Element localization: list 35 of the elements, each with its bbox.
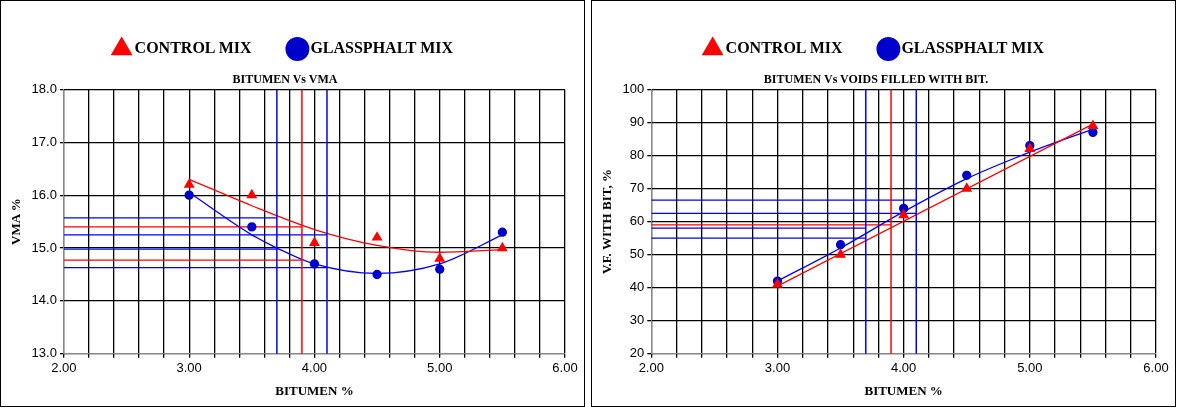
- y-tick-label: 90: [629, 114, 645, 130]
- legend-label: GLASSPHALT MIX: [310, 39, 454, 57]
- y-tick-label: 30: [629, 312, 645, 328]
- x-tick-label: 5.00: [427, 360, 453, 376]
- y-tick-label: 70: [629, 180, 645, 196]
- y-tick-label: 40: [629, 279, 645, 295]
- y-tick-label: 60: [629, 213, 645, 229]
- x-tick-label: 2.00: [638, 360, 664, 376]
- x-axis-title: BITUMEN %: [864, 382, 943, 398]
- x-tick-label: 6.00: [1143, 360, 1169, 376]
- y-tick-label: 18.0: [31, 80, 57, 96]
- chart-title: BITUMEN Vs VMA: [232, 72, 338, 87]
- legend-label: CONTROL MIX: [725, 39, 843, 57]
- y-axis-title: V.F. WITH BIT, %: [599, 169, 615, 275]
- y-tick-label: 15.0: [31, 239, 57, 255]
- x-tick-label: 2.00: [51, 360, 77, 376]
- x-tick-label: 3.00: [176, 360, 202, 376]
- x-tick-label: 5.00: [1017, 360, 1043, 376]
- x-tick-label: 3.00: [764, 360, 791, 376]
- x-axis-title: BITUMEN %: [275, 382, 354, 398]
- x-tick-label: 6.00: [552, 360, 578, 376]
- y-tick-label: 100: [622, 80, 645, 96]
- y-tick-label: 16.0: [31, 186, 57, 202]
- y-tick-label: 50: [629, 246, 645, 262]
- y-tick-label: 14.0: [31, 292, 57, 308]
- y-tick-label: 17.0: [31, 133, 57, 149]
- y-axis-title: VMA %: [8, 198, 24, 245]
- chart-title: BITUMEN Vs VOIDS FILLED WITH BIT.: [763, 72, 989, 87]
- legend-label: GLASSPHALT MIX: [901, 39, 1045, 57]
- y-tick-label: 20: [629, 345, 645, 361]
- y-tick-label: 80: [629, 147, 645, 163]
- x-tick-label: 4.00: [890, 360, 917, 376]
- y-tick-label: 13.0: [31, 345, 57, 361]
- x-tick-label: 4.00: [301, 360, 328, 376]
- legend-label: CONTROL MIX: [134, 39, 252, 57]
